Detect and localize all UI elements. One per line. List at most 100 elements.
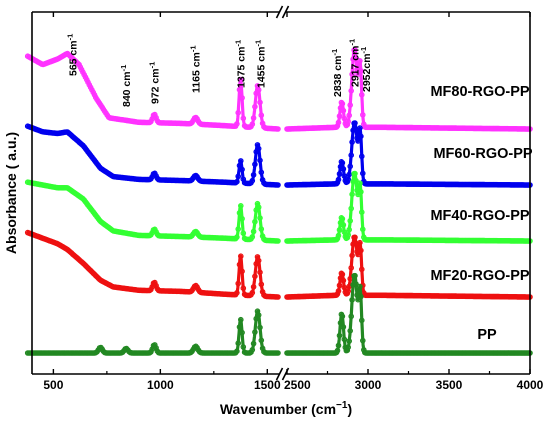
x-tick-label-3000: 3000 bbox=[355, 378, 382, 392]
series-label-pp: PP bbox=[477, 327, 497, 343]
series-marker-mf80-rgo-pp bbox=[257, 99, 263, 106]
series-marker-mf80-rgo-pp bbox=[335, 119, 342, 126]
series-marker-mf60-rgo-pp bbox=[359, 170, 366, 177]
series-marker-mf60-rgo-pp bbox=[350, 127, 356, 134]
series-line-mf20-rgo-pp-seg2 bbox=[285, 235, 532, 299]
series-marker-mf80-rgo-pp bbox=[357, 57, 363, 64]
series-marker-pp bbox=[234, 348, 240, 355]
series-marker-mf20-rgo-pp bbox=[148, 286, 154, 293]
peak-label-text: 2917 cm bbox=[350, 46, 362, 87]
peak-label-text: 2838 cm bbox=[332, 56, 344, 97]
peak-label-1455: 1455 cm-1 bbox=[254, 40, 268, 88]
series-marker-pp bbox=[357, 283, 363, 290]
peak-label-2838: 2838 cm-1 bbox=[330, 49, 344, 97]
series-marker-mf20-rgo-pp bbox=[338, 270, 345, 277]
series-marker-pp bbox=[253, 315, 260, 322]
series-marker-mf20-rgo-pp bbox=[235, 280, 242, 287]
x-tick-label-1000: 1000 bbox=[147, 378, 174, 392]
series-marker-mf20-rgo-pp bbox=[236, 261, 243, 268]
peak-label-sup: -1 bbox=[234, 40, 243, 47]
series-label-mf60-rgo-pp: MF60-RGO-PP bbox=[433, 146, 532, 162]
series-marker-mf60-rgo-pp bbox=[335, 176, 342, 183]
peak-label-sup: -1 bbox=[348, 39, 357, 46]
series-marker-pp bbox=[344, 347, 351, 354]
series-marker-mf80-rgo-pp bbox=[235, 109, 242, 116]
series-marker-mf40-rgo-pp bbox=[259, 233, 266, 239]
series-marker-mf80-rgo-pp bbox=[234, 121, 240, 127]
series-marker-mf80-rgo-pp bbox=[349, 71, 355, 78]
y-axis-title: Absorbance ( a.u.) bbox=[3, 132, 19, 254]
series-marker-mf60-rgo-pp bbox=[250, 172, 257, 178]
peak-label-sup: -1 bbox=[330, 49, 339, 56]
series-marker-pp bbox=[341, 336, 348, 343]
series-marker-mf80-rgo-pp bbox=[249, 121, 256, 128]
series-marker-pp bbox=[255, 312, 262, 318]
series-marker-mf80-rgo-pp bbox=[148, 118, 154, 125]
series-marker-mf40-rgo-pp bbox=[349, 191, 355, 198]
x-axis-title-tail: ) bbox=[347, 401, 352, 417]
series-marker-pp bbox=[239, 329, 245, 336]
series-marker-mf60-rgo-pp bbox=[275, 182, 281, 188]
series-marker-mf60-rgo-pp bbox=[339, 160, 346, 166]
series-marker-mf80-rgo-pp bbox=[240, 115, 247, 122]
series-marker-mf20-rgo-pp bbox=[358, 247, 364, 254]
series-marker-pp bbox=[240, 344, 247, 350]
peak-label-text: 565 cm bbox=[67, 40, 79, 76]
series-marker-pp bbox=[359, 337, 366, 344]
peak-label-840: 840 cm-1 bbox=[119, 65, 133, 107]
series-marker-pp bbox=[337, 320, 344, 326]
peak-label-sup: -1 bbox=[254, 40, 263, 47]
series-marker-mf20-rgo-pp bbox=[355, 251, 361, 258]
series-marker-mf40-rgo-pp bbox=[334, 235, 341, 242]
series-marker-mf80-rgo-pp bbox=[336, 113, 343, 119]
series-marker-mf20-rgo-pp bbox=[152, 279, 158, 286]
series-marker-pp bbox=[335, 342, 342, 349]
peak-label-text: 1165 cm bbox=[191, 52, 203, 93]
peak-label-1165: 1165 cm-1 bbox=[189, 45, 203, 93]
series-marker-mf40-rgo-pp bbox=[353, 177, 359, 184]
series-marker-mf80-rgo-pp bbox=[252, 103, 258, 110]
series-marker-mf80-rgo-pp bbox=[341, 115, 348, 122]
series-marker-mf40-rgo-pp bbox=[358, 189, 364, 195]
series-marker-mf80-rgo-pp bbox=[275, 126, 281, 132]
series-line-mf20-rgo-pp-seg1 bbox=[26, 231, 280, 299]
series-marker-mf40-rgo-pp bbox=[235, 226, 242, 232]
series-marker-pp bbox=[350, 282, 356, 288]
series-marker-mf80-rgo-pp bbox=[344, 121, 351, 128]
series-marker-mf60-rgo-pp bbox=[348, 152, 355, 159]
series-marker-mf40-rgo-pp bbox=[240, 230, 247, 237]
peak-label-text: 972 cm bbox=[149, 68, 161, 104]
series-marker-pp bbox=[148, 349, 154, 355]
series-marker-mf80-rgo-pp bbox=[358, 92, 365, 98]
series-marker-mf40-rgo-pp bbox=[359, 226, 366, 233]
series-marker-mf60-rgo-pp bbox=[257, 157, 263, 164]
series-marker-mf40-rgo-pp bbox=[239, 215, 245, 222]
series-label-mf80-rgo-pp: MF80-RGO-PP bbox=[430, 84, 529, 100]
series-marker-mf80-rgo-pp bbox=[339, 100, 346, 107]
series-marker-pp bbox=[252, 329, 258, 335]
series-marker-pp bbox=[340, 324, 347, 330]
series-marker-mf20-rgo-pp bbox=[339, 271, 346, 278]
series-marker-mf80-rgo-pp bbox=[345, 118, 352, 125]
series-marker-mf40-rgo-pp bbox=[236, 210, 243, 216]
series-marker-mf40-rgo-pp bbox=[255, 204, 262, 211]
x-axis-title-sup: −1 bbox=[336, 400, 348, 411]
series-marker-pp bbox=[358, 293, 364, 300]
peak-label-text: 1375 cm bbox=[236, 47, 248, 88]
peak-label-text: 2952cm bbox=[361, 53, 373, 92]
labels-layer: MF80-RGO-PP MF60-RGO-PP MF40-RGO-PP MF20-RG… bbox=[3, 34, 544, 417]
series-marker-mf20-rgo-pp bbox=[234, 289, 240, 296]
x-tick-label-2500: 2500 bbox=[284, 378, 311, 392]
series-marker-mf40-rgo-pp bbox=[345, 232, 352, 238]
series-marker-mf80-rgo-pp bbox=[355, 71, 361, 77]
series-marker-mf40-rgo-pp bbox=[347, 218, 354, 224]
axis-break-mark-top-2 bbox=[281, 5, 290, 19]
series-marker-mf40-rgo-pp bbox=[336, 227, 343, 233]
series-marker-mf60-rgo-pp bbox=[357, 125, 363, 131]
peak-label-972: 972 cm-1 bbox=[147, 62, 161, 104]
series-marker-mf20-rgo-pp bbox=[357, 239, 363, 246]
series-marker-mf60-rgo-pp bbox=[234, 178, 240, 185]
series-marker-pp bbox=[258, 337, 265, 344]
peak-label-sup: -1 bbox=[189, 45, 198, 52]
